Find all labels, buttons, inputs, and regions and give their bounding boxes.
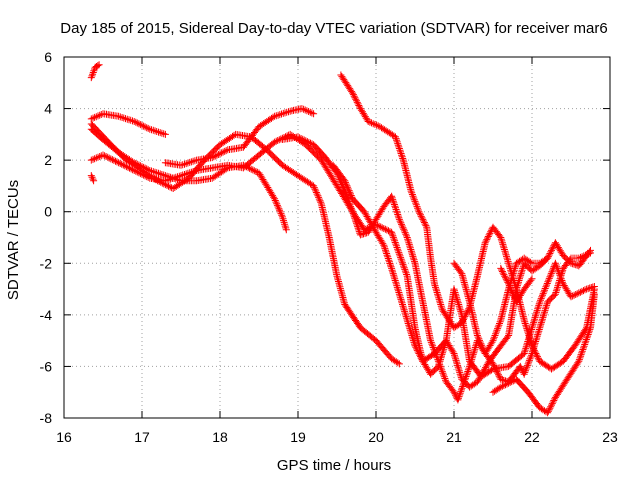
data-points — [87, 61, 598, 417]
series-track-2 — [87, 61, 103, 82]
series-track-1 — [87, 110, 169, 138]
x-tick-label: 19 — [290, 429, 306, 445]
series-track-12 — [489, 290, 598, 417]
series-track-5 — [87, 130, 598, 381]
series-markers — [87, 172, 98, 185]
series-markers — [161, 105, 318, 169]
y-tick-label: -8 — [40, 410, 53, 426]
grid-lines — [64, 57, 610, 418]
series-markers — [87, 130, 598, 381]
series-markers — [497, 264, 536, 306]
x-tick-label: 21 — [446, 429, 462, 445]
x-tick-label: 20 — [368, 429, 384, 445]
y-tick-label: 4 — [44, 101, 52, 117]
series-track-13 — [497, 264, 536, 306]
x-tick-label: 22 — [524, 429, 540, 445]
series-markers — [489, 290, 598, 417]
y-tick-label: -2 — [40, 255, 53, 271]
series-track-10 — [329, 161, 594, 391]
x-tick-label: 17 — [134, 429, 150, 445]
series-track-3 — [87, 172, 98, 185]
axis-ticks — [63, 56, 611, 419]
series-markers — [329, 161, 594, 391]
series-track-6 — [87, 120, 403, 368]
series-markers — [337, 71, 598, 373]
plot-frame — [63, 56, 611, 419]
x-axis-label: GPS time / hours — [277, 457, 391, 474]
x-tick-label: 18 — [212, 429, 228, 445]
y-tick-label: -6 — [40, 358, 53, 374]
y-tick-label: 6 — [44, 49, 52, 65]
y-tick-label: -4 — [40, 307, 53, 323]
series-markers — [87, 61, 103, 82]
x-tick-label: 23 — [602, 429, 618, 445]
x-tick-label: 16 — [56, 429, 72, 445]
series-markers — [450, 254, 552, 357]
y-tick-labels: -8 -6 -4 -2 0 2 4 6 — [40, 49, 53, 426]
series-track-7 — [161, 105, 318, 169]
series-track-8 — [337, 71, 598, 373]
series-markers — [87, 110, 169, 138]
y-tick-label: 2 — [44, 152, 52, 168]
x-tick-labels: 16 17 18 19 20 21 22 23 — [56, 429, 618, 445]
y-tick-label: 0 — [44, 204, 52, 220]
y-axis-label: SDTVAR / TECUs — [5, 180, 22, 300]
series-markers — [87, 120, 403, 368]
series-track-11 — [450, 254, 552, 357]
chart-title: Day 185 of 2015, Sidereal Day-to-day VTE… — [60, 20, 607, 37]
